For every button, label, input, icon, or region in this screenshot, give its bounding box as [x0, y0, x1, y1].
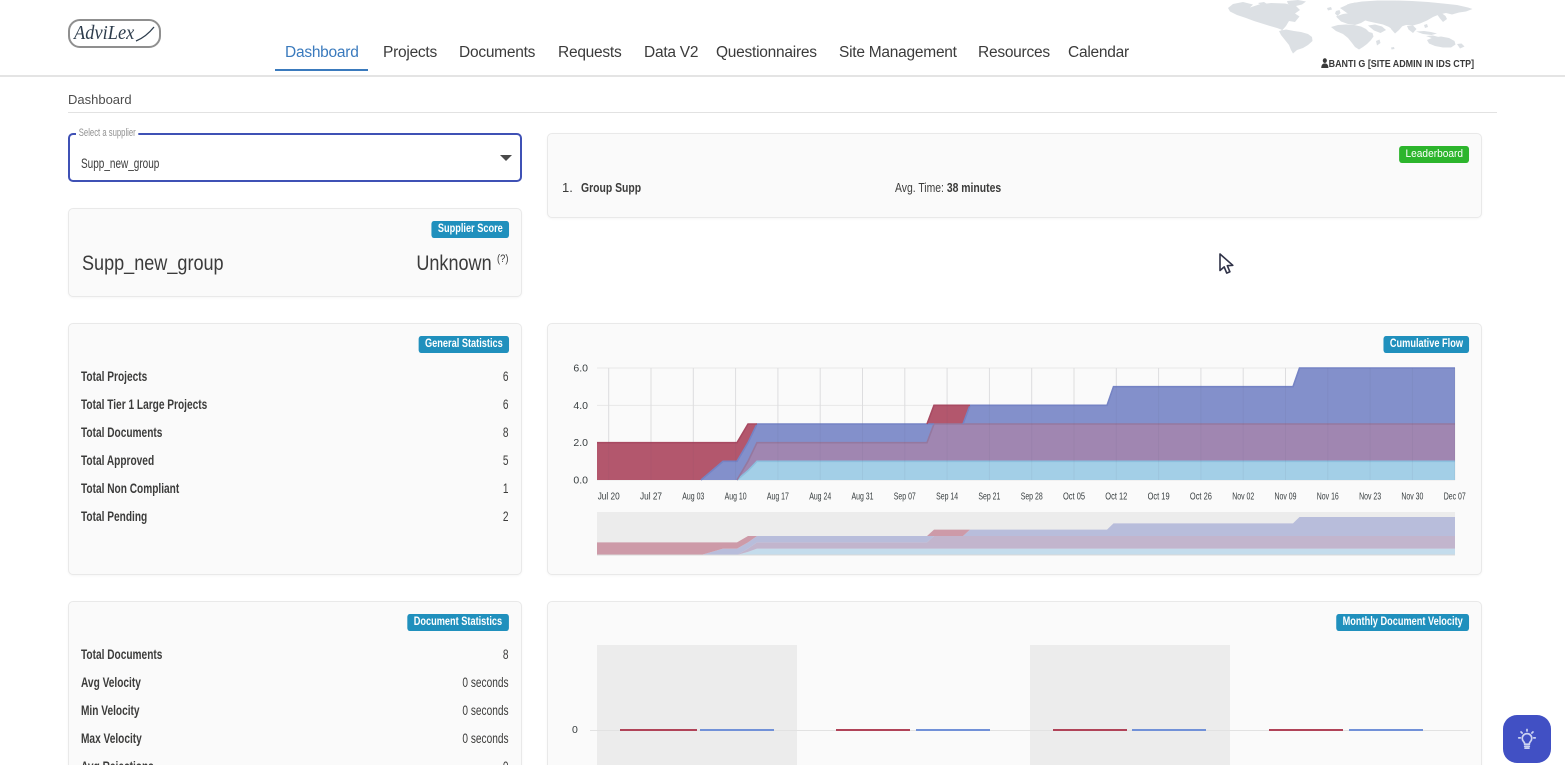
svg-text:Oct 05: Oct 05	[1063, 491, 1085, 503]
svg-text:Aug 24: Aug 24	[809, 491, 831, 503]
svg-text:Aug 10: Aug 10	[725, 491, 747, 503]
svg-text:Nov 23: Nov 23	[1359, 491, 1381, 503]
svg-text:Nov 09: Nov 09	[1275, 491, 1297, 503]
svg-text:Sep 21: Sep 21	[978, 491, 1000, 503]
svg-text:Oct 26: Oct 26	[1190, 491, 1212, 503]
svg-text:Jul 27: Jul 27	[640, 491, 662, 503]
svg-text:Sep 28: Sep 28	[1021, 491, 1043, 503]
svg-text:6.0: 6.0	[573, 363, 588, 375]
svg-text:0.0: 0.0	[573, 475, 588, 487]
svg-text:Aug 17: Aug 17	[767, 491, 789, 503]
svg-text:Aug 03: Aug 03	[682, 491, 704, 503]
svg-text:2.0: 2.0	[573, 437, 588, 449]
svg-text:Jul 20: Jul 20	[598, 491, 620, 503]
svg-text:Nov 02: Nov 02	[1232, 491, 1254, 503]
svg-text:4.0: 4.0	[573, 400, 588, 412]
svg-text:Sep 07: Sep 07	[894, 491, 916, 503]
svg-text:Sep 14: Sep 14	[936, 491, 958, 503]
svg-text:Oct 12: Oct 12	[1105, 491, 1127, 503]
svg-text:Aug 31: Aug 31	[852, 491, 874, 503]
svg-text:Nov 16: Nov 16	[1317, 491, 1339, 503]
svg-text:Dec 07: Dec 07	[1444, 491, 1466, 503]
svg-text:Oct 19: Oct 19	[1148, 491, 1170, 503]
svg-text:Nov 30: Nov 30	[1401, 491, 1423, 503]
